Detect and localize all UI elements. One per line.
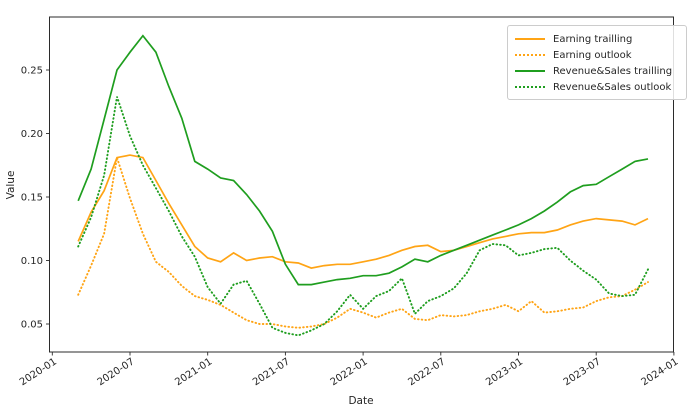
y-tick-label: 0.10 — [21, 256, 43, 267]
y-tick-label: 0.20 — [21, 129, 43, 140]
legend: Earning trailling Earning outlook Revenu… — [507, 25, 687, 100]
legend-item: Earning trailling — [515, 31, 679, 47]
x-tick-label: 2020-07 — [96, 356, 137, 388]
x-tick-label: 2024-01 — [639, 356, 680, 388]
legend-item: Revenue&Sales outlook — [515, 79, 679, 95]
legend-line-revenue-trailling — [515, 70, 545, 72]
series-revenue-sales-outlook — [77, 96, 649, 337]
y-axis-ticks: 0.05 0.10 0.15 0.20 0.25 — [21, 66, 50, 331]
legend-label: Revenue&Sales outlook — [553, 81, 672, 93]
axes-box — [49, 16, 674, 353]
x-axis-ticks: 2020-01 2020-07 2021-01 2021-07 2022-01 2022-… — [18, 352, 681, 388]
series-earning-trailling — [77, 154, 649, 269]
legend-item: Earning outlook — [515, 47, 679, 63]
x-tick-label: 2020-01 — [18, 356, 59, 388]
x-axis-label: Date — [348, 395, 373, 407]
x-tick-label: 2022-07 — [406, 356, 447, 388]
y-tick-label: 0.05 — [21, 320, 43, 331]
legend-line-earning-trailling — [515, 38, 545, 40]
legend-label: Earning trailling — [553, 33, 633, 45]
x-tick-label: 2022-01 — [329, 356, 370, 388]
legend-item: Revenue&Sales trailling — [515, 63, 679, 79]
y-tick-label: 0.15 — [21, 193, 43, 204]
x-tick-label: 2021-07 — [251, 356, 292, 388]
x-tick-label: 2023-01 — [484, 356, 525, 388]
series-earning-outlook — [77, 157, 649, 329]
x-tick-label: 2023-07 — [562, 356, 603, 388]
y-axis-label: Value — [5, 171, 17, 200]
series-lines — [77, 34, 649, 337]
x-tick-label: 2021-01 — [173, 356, 214, 388]
series-revenue-sales-trailling — [77, 34, 649, 286]
legend-label: Revenue&Sales trailling — [553, 65, 673, 77]
legend-line-revenue-outlook — [515, 86, 545, 88]
legend-line-earning-outlook — [515, 54, 545, 56]
y-tick-label: 0.25 — [21, 66, 43, 77]
legend-label: Earning outlook — [553, 49, 632, 61]
